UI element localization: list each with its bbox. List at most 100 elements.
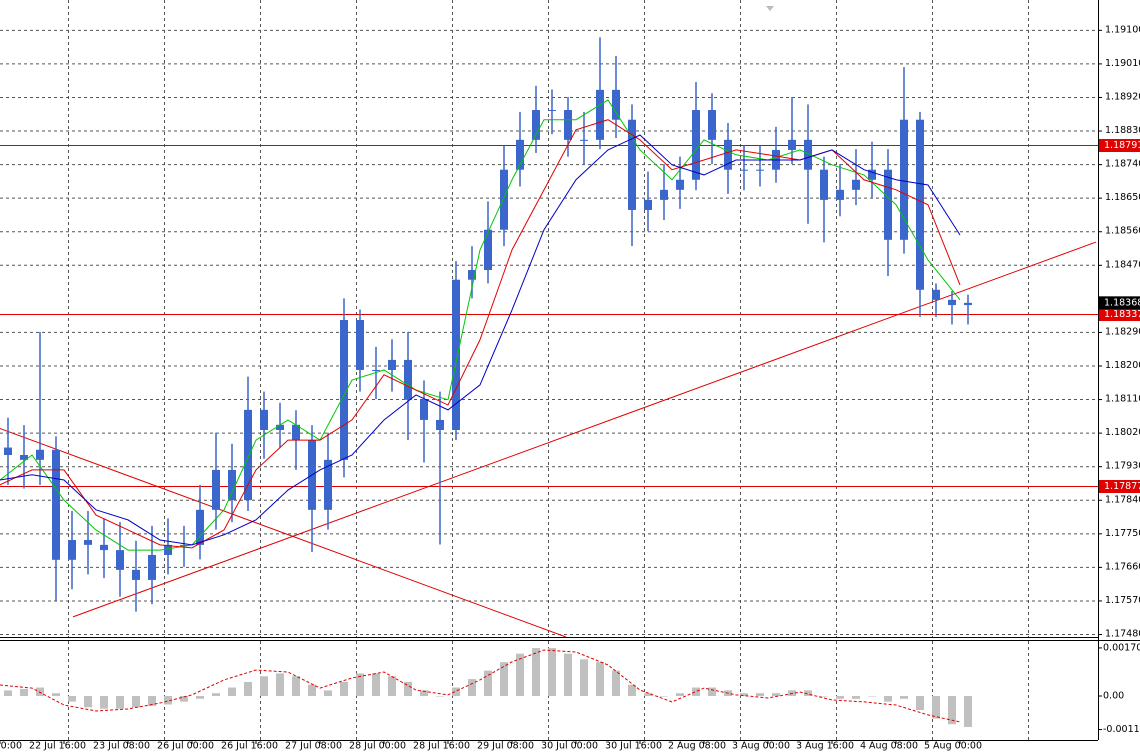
macd-bar <box>260 676 268 696</box>
level-label-box <box>1099 139 1140 152</box>
candle-body <box>132 569 140 580</box>
candle-body <box>228 469 236 501</box>
candle-body <box>788 139 796 150</box>
macd-bar <box>484 670 492 696</box>
candle-body <box>868 169 876 180</box>
x-tick-label: 22 Jul 16:00 <box>29 741 86 752</box>
macd-bar <box>804 690 812 696</box>
candle-body <box>324 459 332 510</box>
x-tick-label: 23 Jul 08:00 <box>93 741 150 752</box>
macd-bar <box>692 687 700 696</box>
trendline <box>72 241 1097 618</box>
last-price-label: 1.18368 <box>1104 297 1140 308</box>
candle-body <box>148 554 156 580</box>
macd-bar <box>836 696 844 699</box>
macd-bar <box>388 676 396 696</box>
candle-body <box>212 469 220 510</box>
candle-body <box>692 110 700 180</box>
macd-bar <box>916 696 924 711</box>
y-tick-label: 1.19010 <box>1105 58 1140 69</box>
shift-marker <box>766 6 774 11</box>
y-tick-label: 1.18560 <box>1105 226 1140 237</box>
candle-body <box>932 289 940 300</box>
candle-body <box>948 299 956 306</box>
x-tick-label: 5 Aug 00:00 <box>924 741 982 752</box>
y-tick-label: 1.17840 <box>1105 494 1140 505</box>
macd-panel <box>0 648 972 728</box>
macd-bar <box>596 662 604 696</box>
macd-bar <box>772 693 780 696</box>
candle-body <box>180 544 188 546</box>
macd-bar <box>628 684 636 696</box>
macd-bar <box>612 670 620 696</box>
y-tick-label: 0.00 <box>1103 691 1124 702</box>
candle-body <box>276 424 284 431</box>
macd-bar <box>308 684 316 696</box>
y-tick-label: 1.18290 <box>1105 326 1140 337</box>
level-label-box <box>1099 308 1140 321</box>
grid-layer <box>0 0 1098 740</box>
macd-bar <box>116 696 124 709</box>
macd-bar <box>148 696 156 706</box>
candle-body <box>596 89 604 140</box>
macd-bar <box>164 696 172 705</box>
price-panel <box>0 37 1098 637</box>
x-tick-label: 2 Aug 08:00 <box>668 741 726 752</box>
trendline <box>0 427 567 637</box>
macd-bar <box>244 681 252 696</box>
y-tick-label: 1.19100 <box>1105 24 1140 35</box>
candle-body <box>436 419 444 431</box>
macd-bar <box>84 696 92 708</box>
y-tick-label: 1.18830 <box>1105 125 1140 136</box>
candle-body <box>84 540 92 545</box>
macd-bar <box>932 696 940 719</box>
candle-body <box>452 279 460 431</box>
candle-body <box>372 369 380 371</box>
macd-bar <box>708 687 716 696</box>
level-label: 1.18791 <box>1104 140 1140 151</box>
macd-bar <box>548 648 556 696</box>
y-tick-label: 1.18470 <box>1105 259 1140 270</box>
macd-bar <box>660 696 668 697</box>
y-tick-label: 1.17930 <box>1105 461 1140 472</box>
y-tick-label: 1.18920 <box>1105 91 1140 102</box>
y-tick-label: 1.18650 <box>1105 192 1140 203</box>
macd-bar <box>900 696 908 699</box>
candle-body <box>724 139 732 170</box>
moving-average <box>0 99 961 551</box>
last-price-box <box>1099 296 1140 310</box>
macd-bar <box>356 673 364 696</box>
candle-body <box>964 302 972 306</box>
macd-bar <box>852 696 860 699</box>
candle-body <box>580 139 588 141</box>
candle-body <box>68 540 76 560</box>
candle-body <box>852 179 860 190</box>
macd-bar <box>756 693 764 696</box>
candle-body <box>484 229 492 271</box>
macd-bar <box>372 673 380 696</box>
candle-body <box>836 189 844 200</box>
x-tick-label: 26 Jul 16:00 <box>221 741 278 752</box>
macd-bar <box>948 696 956 725</box>
level-label: 1.17877 <box>1104 481 1140 492</box>
macd-bar <box>100 696 108 709</box>
y-tick-label: 1.18200 <box>1105 360 1140 371</box>
candle-body <box>644 199 652 210</box>
macd-bar <box>964 696 972 728</box>
candle-body <box>292 424 300 441</box>
candle-body <box>548 110 556 112</box>
macd-bar <box>468 679 476 696</box>
candle-body <box>740 169 748 171</box>
macd-bar <box>564 653 572 696</box>
level-label: 1.18337 <box>1104 309 1140 320</box>
candle-body <box>420 399 428 420</box>
candle-body <box>340 319 348 460</box>
macd-bar <box>292 676 300 696</box>
macd-bar <box>500 662 508 696</box>
macd-bar <box>436 696 444 697</box>
candle-body <box>468 270 476 280</box>
level-label-box <box>1099 480 1140 493</box>
